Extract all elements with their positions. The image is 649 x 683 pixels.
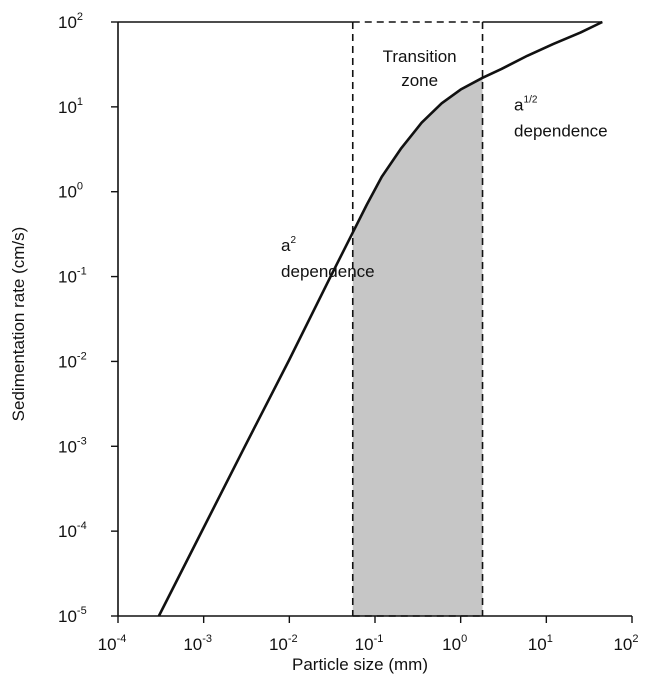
axes-layer: 10-4 10-3 10-2 10-1 100 101 102 10-5 10-4 10-3 10-… — [58, 11, 639, 654]
transition-zone-layer — [351, 21, 484, 617]
dependence-annotation-text: dependence — [514, 122, 608, 141]
x-axis-label: Particle size (mm) — [292, 655, 428, 674]
transition-zone-label: Transition — [383, 47, 457, 66]
y-tick-label: 10-3 — [58, 435, 87, 456]
series-layer — [157, 20, 603, 617]
transition-zone-label-line2: zone — [401, 71, 438, 90]
transition-zone-fill — [352, 77, 483, 617]
y-tick-label: 102 — [58, 11, 83, 32]
y-tick-label: 101 — [58, 96, 83, 117]
y-tick-label: 10-1 — [58, 266, 87, 287]
x-tick-label: 10-1 — [355, 633, 384, 654]
y-tick-label: 10-2 — [58, 350, 87, 371]
x-tick-label: 10-4 — [98, 633, 127, 654]
sedimentation-curve — [157, 20, 603, 617]
y-axis-label: Sedimentation rate (cm/s) — [9, 227, 28, 422]
x-tick-label: 10-3 — [183, 633, 212, 654]
text-layer: Particle size (mm) Sedimentation rate (cm… — [9, 47, 608, 674]
y-tick-label: 10-4 — [58, 520, 87, 541]
dependence-annotation-symbol: a2 — [281, 235, 296, 255]
dependence-annotation-symbol: a1/2 — [514, 95, 538, 115]
dependence-annotation-text: dependence — [281, 262, 375, 281]
x-tick-label: 101 — [528, 633, 553, 654]
x-tick-label: 100 — [442, 633, 467, 654]
y-tick-label: 10-5 — [58, 605, 87, 626]
y-tick-label: 100 — [58, 181, 83, 202]
x-tick-label: 10-2 — [269, 633, 298, 654]
x-tick-label: 102 — [613, 633, 638, 654]
